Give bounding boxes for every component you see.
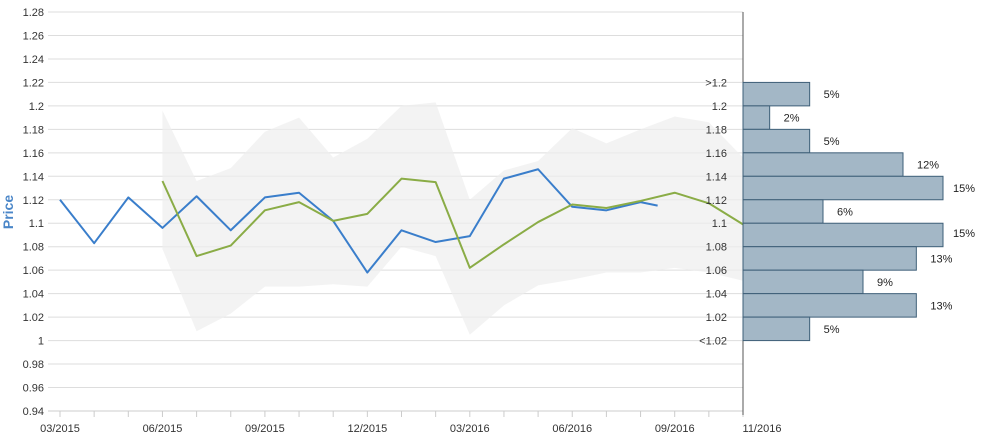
histogram-category-label: 1.02 bbox=[706, 312, 727, 324]
y-tick-label: 1.08 bbox=[23, 242, 44, 254]
x-tick-label: 09/2015 bbox=[245, 423, 285, 435]
histogram-value-label: 13% bbox=[930, 300, 952, 312]
green-series-line bbox=[161, 177, 744, 269]
y-tick-label: 0.98 bbox=[23, 359, 44, 371]
x-tick-label: 03/2016 bbox=[450, 423, 490, 435]
distribution-histogram: >1.2 1.2 1.18 1.16 1.14 1.12 1.1 1.08 1.06 1.04 1.… bbox=[699, 77, 975, 347]
histogram-value-label: 13% bbox=[930, 253, 952, 265]
y-tick-label: 1.16 bbox=[23, 148, 44, 160]
y-tick-label: 1.28 bbox=[23, 7, 44, 19]
histogram-bar bbox=[742, 175, 944, 201]
histogram-category-label: 1.18 bbox=[706, 124, 727, 136]
axes: 1.28 1.26 1.24 1.22 1.2 1.18 1.16 1.14 1.12 1.1 1.… bbox=[23, 7, 782, 435]
histogram-bar bbox=[742, 293, 917, 318]
histogram-category-label: 1.2 bbox=[712, 101, 727, 113]
y-tick-label: 1.1 bbox=[29, 218, 44, 230]
blue-series-line bbox=[59, 168, 658, 274]
histogram-bar bbox=[742, 246, 917, 271]
confidence-band bbox=[162, 102, 743, 335]
y-tick-label: 0.96 bbox=[23, 383, 44, 395]
y-tick-label: 1.2 bbox=[29, 101, 44, 113]
x-tick-label: 06/2015 bbox=[143, 423, 183, 435]
histogram-value-label: 2% bbox=[784, 113, 800, 125]
histogram-category-label: 1.08 bbox=[706, 242, 727, 254]
histogram-value-label: 15% bbox=[953, 183, 975, 195]
x-tick-label: 06/2016 bbox=[552, 423, 592, 435]
y-tick-label: 1.18 bbox=[23, 124, 44, 136]
y-tick-label: 1.04 bbox=[23, 289, 44, 301]
y-tick-label: 1.26 bbox=[23, 30, 44, 42]
histogram-value-label: 15% bbox=[953, 228, 975, 240]
x-tick-label: 12/2015 bbox=[347, 423, 387, 435]
histogram-category-label: 1.06 bbox=[706, 265, 727, 277]
histogram-bar bbox=[742, 152, 904, 177]
x-tick-label: 03/2015 bbox=[40, 423, 80, 435]
histogram-category-label: >1.2 bbox=[705, 77, 727, 89]
y-tick-label: 1 bbox=[38, 336, 44, 348]
x-tick-label: 09/2016 bbox=[655, 423, 695, 435]
histogram-value-label: 12% bbox=[917, 160, 939, 172]
histogram-value-label: 6% bbox=[837, 207, 853, 219]
y-tick-label: 0.94 bbox=[23, 406, 44, 418]
histogram-category-label: 1.12 bbox=[706, 195, 727, 207]
histogram-category-label: 1.1 bbox=[712, 218, 727, 230]
histogram-value-label: 5% bbox=[824, 136, 840, 148]
histogram-bar bbox=[742, 269, 864, 295]
histogram-bar bbox=[742, 105, 771, 130]
y-tick-label: 1.22 bbox=[23, 77, 44, 89]
y-tick-label: 1.02 bbox=[23, 312, 44, 324]
y-tick-label: 1.24 bbox=[23, 54, 44, 66]
band-area bbox=[162, 102, 743, 335]
histogram-category-label: 1.04 bbox=[706, 289, 727, 301]
y-tick-label: 1.06 bbox=[23, 265, 44, 277]
y-tick-label: 1.12 bbox=[23, 195, 44, 207]
y-axis-label: Price bbox=[0, 195, 16, 229]
x-tick-label: 11/2016 bbox=[743, 423, 782, 435]
histogram-category-label: 1.14 bbox=[706, 171, 727, 183]
y-tick-label: 1.14 bbox=[23, 171, 44, 183]
histogram-category-label: 1.16 bbox=[706, 148, 727, 160]
histogram-bar bbox=[742, 316, 811, 342]
histogram-bar bbox=[742, 222, 944, 248]
histogram-value-label: 9% bbox=[877, 277, 893, 289]
histogram-value-label: 5% bbox=[824, 89, 840, 101]
histogram-bar bbox=[742, 199, 824, 224]
series-lines bbox=[59, 168, 744, 274]
histogram-bar bbox=[742, 81, 811, 107]
histogram-category-label: <1.02 bbox=[699, 336, 727, 348]
histogram-value-label: 5% bbox=[824, 324, 840, 336]
histogram-bar bbox=[742, 128, 811, 154]
